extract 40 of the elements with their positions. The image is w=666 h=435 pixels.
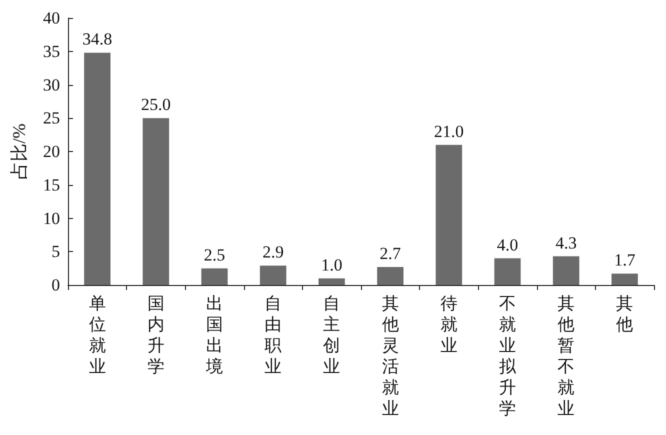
bar bbox=[318, 278, 345, 285]
bar bbox=[84, 52, 110, 285]
data-label: 1.7 bbox=[614, 250, 636, 270]
y-tick-label: 15 bbox=[43, 175, 60, 194]
data-label: 4.0 bbox=[496, 235, 518, 254]
x-tick-label: 其他暂不就业 bbox=[558, 294, 575, 418]
x-tick-label: 其他灵活就业 bbox=[382, 294, 399, 418]
x-tick-label: 不就业拟升学 bbox=[499, 294, 517, 418]
x-tick-label: 待就业 bbox=[440, 294, 458, 355]
x-tick-label: 自由职业 bbox=[264, 294, 282, 376]
bar bbox=[436, 144, 462, 285]
data-label: 21.0 bbox=[434, 122, 464, 141]
data-label: 34.8 bbox=[82, 30, 112, 49]
bar bbox=[552, 256, 580, 285]
x-tick-label: 自主创业 bbox=[323, 294, 340, 376]
data-label: 25.0 bbox=[141, 95, 171, 114]
bar bbox=[377, 266, 404, 285]
bar bbox=[201, 268, 228, 285]
y-tick-label: 25 bbox=[43, 108, 60, 128]
y-tick-label: 5 bbox=[52, 242, 60, 262]
bar bbox=[494, 258, 521, 285]
data-label: 2.7 bbox=[380, 244, 402, 263]
x-tick-label: 出国出境 bbox=[205, 294, 223, 376]
bar bbox=[612, 274, 638, 285]
y-tick-label: 20 bbox=[43, 142, 60, 161]
y-tick-label: 10 bbox=[43, 208, 60, 228]
bar bbox=[260, 266, 286, 285]
data-label: 4.3 bbox=[555, 233, 577, 252]
y-tick-label: 30 bbox=[43, 75, 60, 94]
data-label: 1.0 bbox=[321, 255, 342, 274]
x-tick-label: 单位就业 bbox=[88, 294, 106, 376]
y-tick-label: 40 bbox=[43, 8, 60, 28]
data-label: 2.5 bbox=[204, 245, 226, 264]
y-tick-label: 0 bbox=[52, 276, 60, 294]
x-tick-label: 国内升学 bbox=[147, 294, 164, 376]
data-label: 2.9 bbox=[262, 242, 284, 262]
y-axis-title: 占比/% bbox=[9, 124, 29, 180]
bar bbox=[142, 118, 170, 285]
y-tick-label: 35 bbox=[43, 42, 60, 61]
x-tick-label: 其他 bbox=[616, 294, 634, 334]
